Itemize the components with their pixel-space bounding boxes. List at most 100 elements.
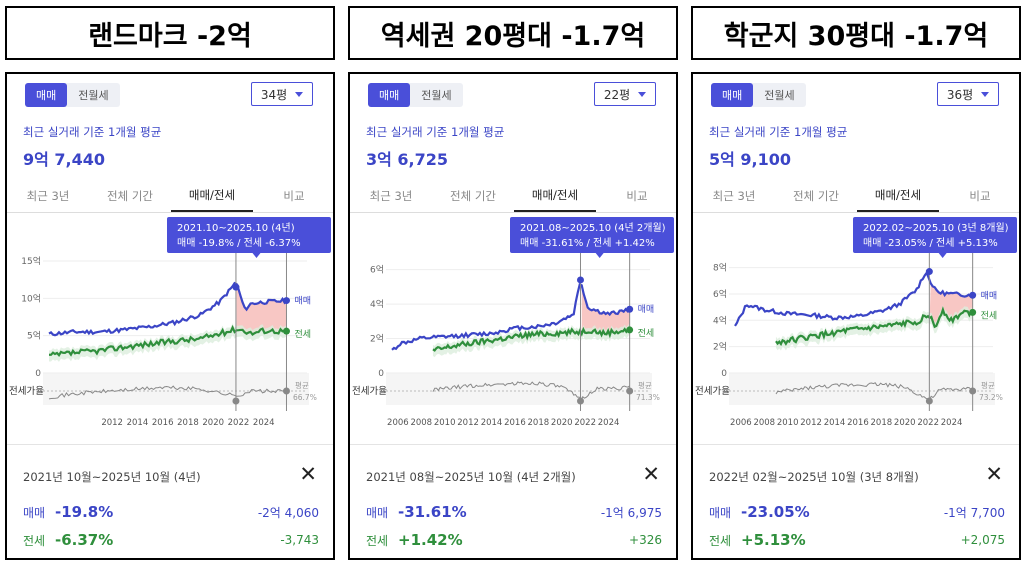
deal-type-toggle: 매매 전월세 <box>368 83 463 107</box>
tab-all-period[interactable]: 전체 기간 <box>107 189 153 203</box>
range-fill <box>581 285 630 336</box>
ratio-average-caption: 평균 <box>638 380 652 390</box>
jeonse-label: 전세 <box>366 533 389 548</box>
jeonse-series-label: 전세 <box>294 329 311 340</box>
column-landmark: 랜드마크 -2억 매매 전월세 34평 최근 실거래 기준 1개월 평균 9억 … <box>5 0 335 560</box>
jeonse-change-pct: -6.37% <box>55 531 114 549</box>
y-tick-label: 4억 <box>713 314 727 326</box>
range-tooltip <box>167 217 331 253</box>
sale-change-row: 매매 -19.8% -2억 4,060 <box>23 501 319 523</box>
tab-recent-3y[interactable]: 최근 3년 <box>26 189 70 203</box>
sale-change-pct: -31.61% <box>398 503 467 521</box>
x-tick-label: 2016 <box>847 418 869 428</box>
x-tick-label: 2008 <box>410 418 432 428</box>
jeonse-change-row: 전세 +5.13% +2,075 <box>709 529 1005 551</box>
ratio-average-caption: 평균 <box>981 380 995 390</box>
toggle-rent[interactable]: 전월세 <box>78 89 109 102</box>
x-tick-label: 2006 <box>730 418 752 428</box>
sale-series-line <box>391 283 631 351</box>
chevron-down-icon <box>981 91 990 97</box>
x-tick-label: 2006 <box>387 418 409 428</box>
toggle-sale[interactable]: 매매 <box>711 83 754 107</box>
ratio-average-caption: 평균 <box>295 380 309 390</box>
size-value: 36평 <box>946 87 974 102</box>
x-tick-label: 2018 <box>177 418 199 428</box>
tooltip-pointer <box>938 253 947 258</box>
y-tick-label: 6억 <box>713 288 727 300</box>
deal-type-toggle: 매매 전월세 <box>711 83 806 107</box>
y-tick-label: 10억 <box>21 292 41 304</box>
x-tick-label: 2024 <box>941 418 963 428</box>
tab-all-period[interactable]: 전체 기간 <box>793 189 839 203</box>
tooltip-range: 2021.10~2025.10 (4년) <box>177 222 295 234</box>
price-subtitle: 최근 실거래 기준 1개월 평균 <box>709 125 848 139</box>
toggle-rent[interactable]: 전월세 <box>421 89 452 102</box>
sale-end-dot <box>969 291 977 299</box>
jeonse-series-line <box>48 324 288 357</box>
tab-recent-3y[interactable]: 최근 3년 <box>712 189 756 203</box>
tab-sale-jeonse[interactable]: 매매/전세 <box>514 180 596 212</box>
chevron-down-icon <box>295 91 304 97</box>
jeonse-series-line <box>432 326 631 352</box>
summary-range: 2022년 02월~2025년 10월 (3년 8개월) <box>709 470 919 484</box>
jeonse-series-label: 전세 <box>981 310 998 321</box>
tab-all-period[interactable]: 전체 기간 <box>450 189 496 203</box>
ratio-series-line <box>775 382 973 401</box>
jeonse-band <box>49 323 287 362</box>
range-fill <box>236 284 287 335</box>
tab-compare[interactable]: 비교 <box>626 189 648 203</box>
size-dropdown[interactable]: 34평 <box>251 82 313 106</box>
sale-start-dot <box>925 268 933 276</box>
sale-series-label: 매매 <box>981 290 998 301</box>
toggle-rent[interactable]: 전월세 <box>764 89 795 102</box>
jeonse-change-amount: -3,743 <box>280 533 319 547</box>
x-tick-label: 2024 <box>598 418 620 428</box>
jeonse-end-dot <box>282 327 290 335</box>
tooltip-range: 2021.08~2025.10 (4년 2개월) <box>520 222 666 234</box>
y-tick-label: 15억 <box>21 255 41 267</box>
sale-series-line <box>734 270 973 327</box>
ratio-average-value: 73.2% <box>979 393 1003 402</box>
period-tabs: 최근 3년 전체 기간 매매/전세 비교 <box>350 180 676 213</box>
tooltip-range: 2022.02~2025.10 (3년 8개월) <box>863 222 1009 234</box>
close-icon[interactable]: ✕ <box>299 462 317 486</box>
tooltip-pointer <box>595 253 604 258</box>
sale-series-line <box>48 281 288 337</box>
tab-compare[interactable]: 비교 <box>969 189 991 203</box>
sale-change-row: 매매 -31.61% -1억 6,975 <box>366 501 662 523</box>
summary-range: 2021년 08월~2025년 10월 (4년 2개월) <box>366 470 576 484</box>
x-tick-label: 2010 <box>777 418 799 428</box>
close-icon[interactable]: ✕ <box>985 462 1003 486</box>
chevron-down-icon <box>638 91 647 97</box>
tab-compare[interactable]: 비교 <box>283 189 305 203</box>
tab-recent-3y[interactable]: 최근 3년 <box>369 189 413 203</box>
close-icon[interactable]: ✕ <box>642 462 660 486</box>
tooltip-values: 매매 -19.8% / 전세 -6.37% <box>177 237 301 249</box>
toggle-sale[interactable]: 매매 <box>25 83 68 107</box>
y-tick-label: 0 <box>721 369 727 379</box>
toggle-sale[interactable]: 매매 <box>368 83 411 107</box>
x-tick-label: 2020 <box>894 418 916 428</box>
x-tick-label: 2016 <box>152 418 174 428</box>
price-chart[interactable]: 15억 10억 5억 0 2012 2014 2016 2018 2020 2022 2024 매매전… <box>7 213 333 443</box>
x-tick-label: 2014 <box>481 418 503 428</box>
y-tick-label: 0 <box>378 369 384 379</box>
ratio-start-dot <box>925 397 933 405</box>
sale-change-amount: -1억 6,975 <box>600 505 662 520</box>
sale-label: 매매 <box>23 505 46 520</box>
tab-sale-jeonse[interactable]: 매매/전세 <box>857 180 939 212</box>
x-tick-label: 2018 <box>871 418 893 428</box>
column-school: 학군지 30평대 -1.7억 매매 전월세 36평 최근 실거래 기준 1개월 … <box>691 0 1021 560</box>
range-tooltip <box>853 217 1017 253</box>
tab-sale-jeonse[interactable]: 매매/전세 <box>171 180 253 212</box>
x-tick-label: 2008 <box>753 418 775 428</box>
size-dropdown[interactable]: 22평 <box>594 82 656 106</box>
size-value: 22평 <box>603 87 631 102</box>
x-tick-label: 2022 <box>917 418 939 428</box>
period-tabs: 최근 3년 전체 기간 매매/전세 비교 <box>7 180 333 213</box>
size-dropdown[interactable]: 36평 <box>937 82 999 106</box>
ratio-end-dot <box>969 387 977 395</box>
y-tick-label: 2억 <box>370 333 384 345</box>
